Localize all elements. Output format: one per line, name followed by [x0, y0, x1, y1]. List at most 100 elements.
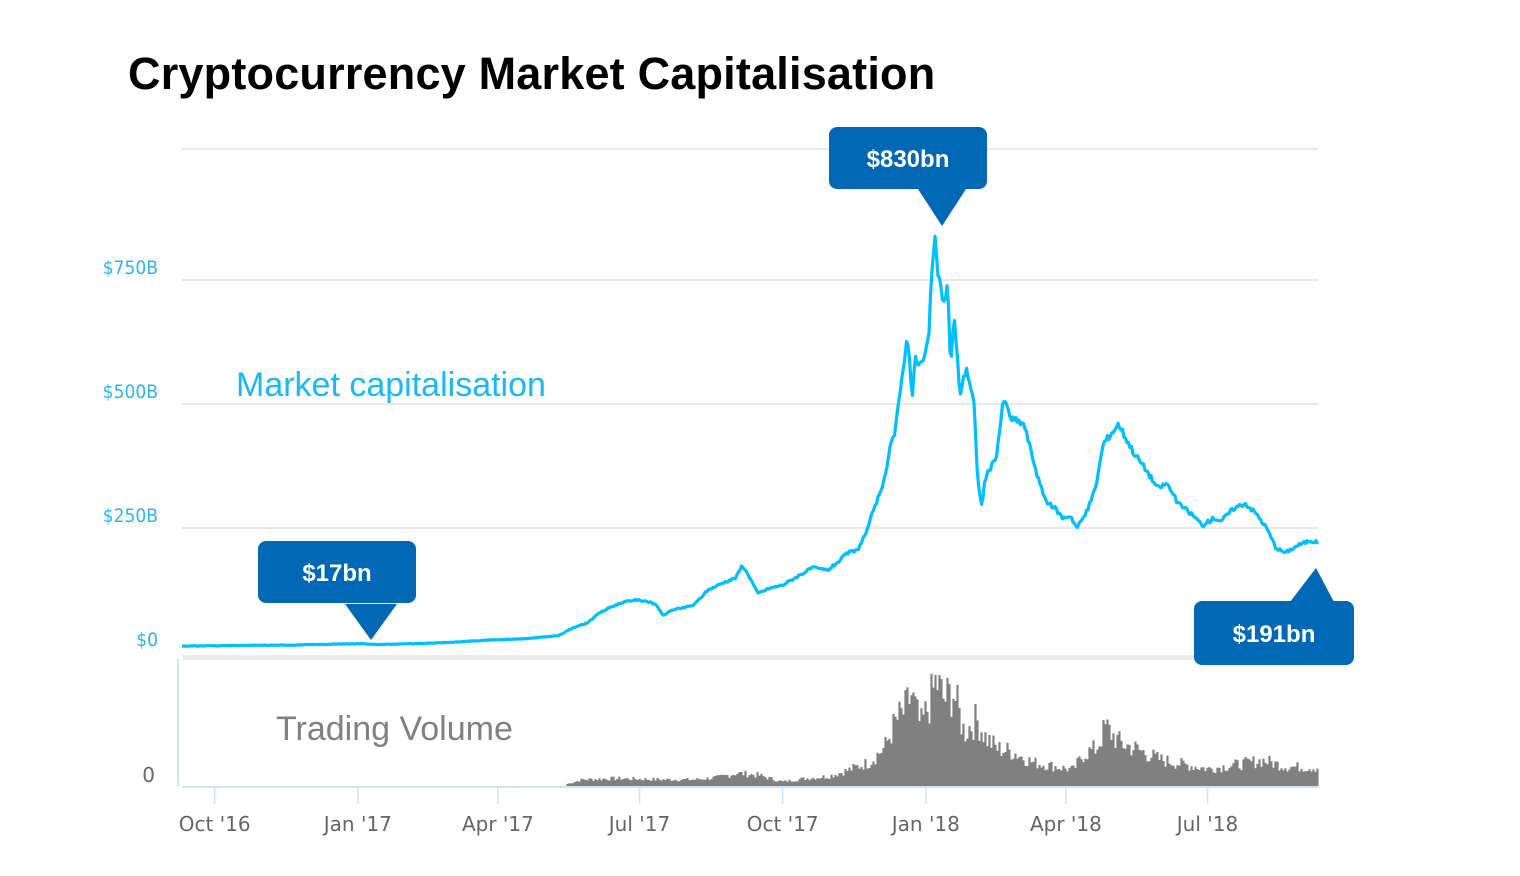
volume-bar: [1078, 756, 1081, 786]
volume-bar: [950, 716, 953, 786]
volume-bar: [1092, 740, 1095, 786]
volume-bar: [892, 713, 895, 786]
volume-bar: [804, 780, 807, 786]
volume-bar: [1032, 761, 1035, 786]
volume-bar: [1002, 752, 1005, 786]
volume-bar: [574, 781, 577, 786]
volume-bar: [966, 738, 969, 786]
volume-bar: [612, 776, 615, 786]
x-tick-label: Oct '17: [747, 812, 819, 836]
volume-bar: [954, 700, 957, 786]
volume-bar: [850, 770, 853, 786]
callout-191bn: $191bn: [1194, 568, 1354, 665]
x-tick-label: Jul '17: [607, 812, 670, 836]
volume-bar: [906, 687, 909, 786]
volume-bar: [900, 708, 903, 786]
callout-box: [1194, 601, 1354, 665]
volume-bar: [596, 780, 599, 786]
volume-bar: [1218, 767, 1221, 786]
volume-bar: [580, 778, 583, 786]
volume-bar: [1098, 746, 1101, 786]
volume-bar: [1036, 768, 1039, 786]
volume-bar: [582, 779, 585, 786]
volume-bar: [1208, 767, 1211, 786]
x-tick-label: Jul '18: [1175, 812, 1238, 836]
volume-bar: [1104, 724, 1107, 786]
volume-bar: [1206, 767, 1209, 786]
volume-bar: [880, 753, 883, 786]
volume-bar: [1224, 770, 1227, 786]
x-tick-label: Apr '17: [462, 812, 534, 836]
volume-bar: [752, 775, 755, 786]
volume-bar: [1126, 744, 1129, 786]
volume-bar: [1140, 750, 1143, 786]
volume-bar: [1258, 759, 1261, 786]
volume-bar: [1072, 765, 1075, 786]
volume-bar: [878, 753, 881, 786]
volume-bar: [676, 781, 679, 786]
volume-bar: [1174, 768, 1177, 786]
volume-bar: [972, 739, 975, 786]
volume-bar: [1292, 766, 1295, 786]
volume-bar: [902, 714, 905, 786]
volume-bar: [832, 777, 835, 786]
volume-bar: [762, 776, 765, 786]
volume-bar: [1310, 771, 1313, 786]
volume-bar: [634, 779, 637, 786]
volume-bar: [726, 775, 729, 786]
volume-bar: [650, 780, 653, 786]
callout-label: $17bn: [302, 560, 371, 587]
volume-bar: [1026, 766, 1029, 786]
volume-bar: [840, 773, 843, 786]
volume-bar: [758, 775, 761, 786]
volume-bar: [1112, 733, 1115, 786]
volume-bar: [1300, 768, 1303, 786]
volume-bar: [738, 772, 741, 786]
volume-bar: [1052, 771, 1055, 786]
volume-bar: [584, 779, 587, 786]
x-tick-label: Jan '18: [890, 812, 960, 836]
volume-bar: [1190, 766, 1193, 786]
volume-bar: [990, 747, 993, 786]
volume-bar: [716, 775, 719, 786]
volume-bar: [1150, 757, 1153, 786]
volume-bar: [1124, 748, 1127, 786]
volume-bar: [796, 781, 799, 786]
volume-bar: [784, 780, 787, 786]
volume-bar: [1214, 772, 1217, 786]
volume-bar: [1120, 741, 1123, 786]
volume-bar: [626, 778, 629, 786]
volume-bar: [914, 696, 917, 786]
volume-bar: [702, 779, 705, 786]
volume-bar: [978, 740, 981, 786]
volume-bar: [1308, 769, 1311, 786]
volume-bar: [568, 783, 571, 786]
volume-bar: [1248, 759, 1251, 786]
volume-bar: [830, 774, 833, 786]
volume-bar: [732, 774, 735, 786]
volume-bar: [696, 778, 699, 786]
volume-bar: [1234, 759, 1237, 786]
volume-bar: [1232, 763, 1235, 786]
volume-bar: [936, 690, 939, 786]
volume-bar: [828, 778, 831, 786]
volume-bar: [714, 776, 717, 786]
volume-bar: [994, 744, 997, 786]
volume-bar: [618, 776, 621, 786]
y-tick-label: $250B: [103, 505, 158, 527]
volume-bar: [996, 750, 999, 786]
volume-bar: [1288, 769, 1291, 786]
volume-bar: [1242, 759, 1245, 786]
volume-bar: [1198, 769, 1201, 786]
volume-bar: [1136, 744, 1139, 786]
volume-bar: [1266, 764, 1269, 786]
volume-bar: [1172, 765, 1175, 786]
volume-bar: [1004, 751, 1007, 786]
volume-bar: [718, 775, 721, 786]
volume-bar: [1236, 760, 1239, 786]
volume-bar: [1196, 768, 1199, 786]
volume-bar: [1064, 768, 1067, 786]
volume-bar: [918, 721, 921, 786]
volume-bar: [644, 778, 647, 786]
volume-bar: [786, 781, 789, 786]
